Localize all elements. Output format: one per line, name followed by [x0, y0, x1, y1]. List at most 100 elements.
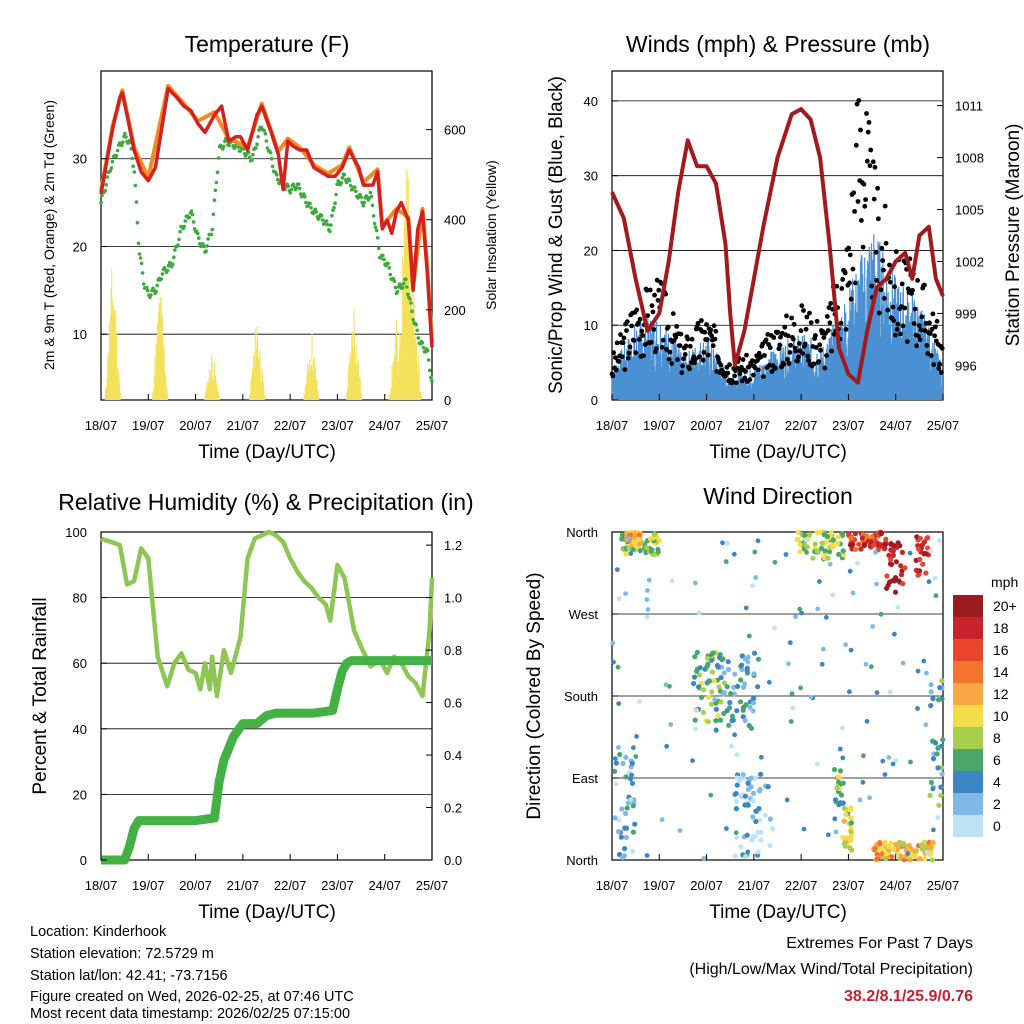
direction-point [919, 542, 925, 548]
gust-point [834, 283, 840, 289]
dewpoint-point [408, 297, 412, 301]
dewpoint-point [206, 237, 210, 241]
dewpoint-point [369, 194, 374, 199]
gust-point [914, 343, 920, 349]
direction-point [930, 696, 936, 702]
dewpoint-point [256, 135, 260, 139]
x-tick-label: 19/07 [643, 418, 676, 433]
direction-point [643, 544, 650, 551]
direction-point [877, 542, 883, 548]
insolation-peak [346, 309, 362, 400]
direction-point [724, 684, 730, 690]
gust-point [854, 101, 860, 107]
direction-point [701, 855, 707, 861]
gust-point [818, 347, 823, 353]
gust-point [763, 337, 769, 343]
direction-point [936, 802, 942, 808]
direction-point [734, 752, 740, 758]
direction-point [726, 705, 733, 711]
colorbar-label: 10 [993, 708, 1009, 724]
dewpoint-point [120, 143, 124, 148]
direction-point [794, 536, 800, 543]
direction-point [848, 837, 854, 843]
direction-point [620, 854, 626, 861]
direction-point [861, 753, 866, 759]
dewpoint-point [171, 262, 175, 267]
gust-point [853, 280, 858, 286]
direction-point [897, 840, 903, 846]
dewpoint-point [250, 158, 254, 162]
direction-point [838, 792, 845, 798]
y-tick-label-right: 1.0 [444, 591, 462, 606]
direction-point [733, 830, 739, 836]
gust-point [839, 286, 845, 291]
gust-point [697, 354, 703, 359]
direction-point [694, 708, 699, 713]
gust-point [879, 245, 885, 251]
direction-point [907, 550, 913, 556]
direction-point [843, 812, 849, 818]
direction-point [864, 718, 870, 724]
gust-point [786, 361, 792, 366]
direction-point [730, 684, 737, 690]
gust-point [814, 318, 820, 324]
direction-point [615, 664, 621, 670]
dewpoint-point [339, 181, 344, 185]
gust-point [922, 328, 928, 333]
dewpoint-point [362, 200, 367, 205]
direction-point [732, 732, 737, 738]
gust-point [848, 296, 854, 302]
direction-point [787, 640, 793, 646]
direction-point [848, 805, 854, 811]
gust-point [793, 348, 799, 354]
direction-point [940, 737, 946, 743]
gust-point [647, 287, 653, 293]
direction-axes: 18/07 19/07 20/07 21/07 22/07 23/07 24/07 25/07… [564, 525, 959, 893]
colorbar-swatch [953, 595, 983, 617]
gust-point [733, 380, 739, 386]
direction-point [748, 725, 755, 731]
dewpoint-point [401, 281, 406, 286]
direction-point [788, 719, 794, 724]
direction-point [644, 614, 650, 620]
direction-point [832, 797, 839, 803]
direction-point [729, 713, 736, 719]
gust-point [850, 266, 856, 272]
dewpoint-point [334, 192, 338, 197]
direction-point [716, 684, 722, 690]
gust-point [769, 369, 775, 374]
gust-point [718, 362, 724, 368]
direction-point [928, 682, 934, 688]
gust-point [649, 303, 655, 309]
gust-point [678, 331, 684, 337]
direction-point [850, 590, 856, 596]
direction-point [928, 848, 934, 855]
dewpoint-point [286, 184, 291, 189]
gust-point [621, 335, 627, 341]
insolation-peak [152, 296, 168, 400]
gust-point [870, 159, 876, 165]
direction-point [931, 827, 936, 833]
gust-point [893, 249, 899, 255]
dewpoint-point [114, 153, 119, 158]
dewpoint-point [205, 244, 209, 248]
gust-point [871, 196, 877, 202]
direction-point [628, 551, 634, 556]
dewpoint-point [190, 212, 195, 217]
gust-point [894, 327, 900, 332]
gust-point [905, 286, 911, 292]
direction-point [740, 714, 746, 720]
direction-point [734, 798, 740, 804]
gust-point [932, 333, 937, 339]
direction-point [636, 532, 642, 538]
direction-point [819, 661, 825, 667]
direction-point [713, 718, 719, 724]
direction-point [752, 549, 758, 555]
direction-point [745, 780, 751, 786]
direction-point [696, 610, 702, 616]
direction-point [743, 702, 749, 708]
dewpoint-point [241, 147, 246, 151]
gust-point [620, 340, 626, 346]
direction-point [908, 759, 913, 765]
gust-point [624, 319, 630, 325]
